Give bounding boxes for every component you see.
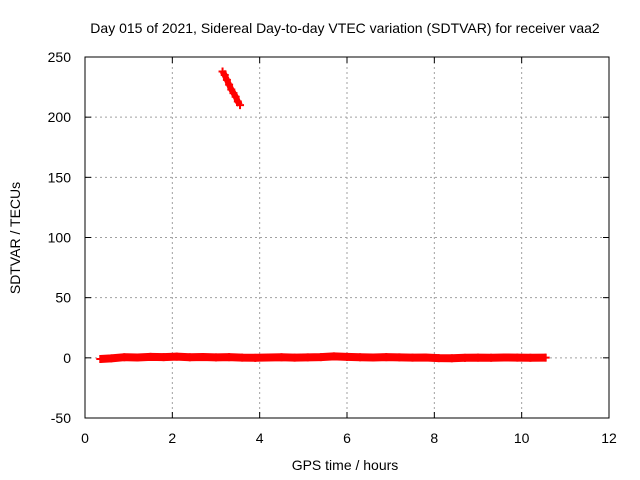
x-tick-label: 6	[343, 430, 351, 446]
x-tick-label: 0	[81, 430, 89, 446]
data-point	[236, 101, 245, 110]
data-point	[251, 353, 260, 362]
x-tick-label: 2	[168, 430, 176, 446]
x-tick-label: 12	[601, 430, 617, 446]
data-point	[107, 354, 116, 363]
data-point	[212, 353, 220, 362]
data-point	[133, 353, 142, 362]
chart-title: Day 015 of 2021, Sidereal Day-to-day VTE…	[90, 20, 600, 36]
data-point	[382, 353, 391, 362]
data-point	[198, 352, 207, 361]
data-point	[434, 354, 443, 363]
x-axis-label: GPS time / hours	[292, 457, 399, 473]
data-point	[329, 352, 338, 361]
data-point	[264, 353, 273, 362]
y-tick-label: 150	[48, 169, 72, 185]
data-point	[395, 353, 404, 362]
y-axis-ticks: -50 0 50 100 150 200 250	[48, 49, 609, 426]
y-tick-label: 250	[48, 49, 72, 65]
data-point	[513, 353, 522, 362]
x-tick-label: 8	[430, 430, 438, 446]
data-points	[96, 67, 550, 364]
data-point	[159, 353, 168, 362]
grid-lines	[85, 57, 609, 418]
data-point	[369, 353, 378, 362]
data-point	[96, 355, 105, 364]
data-point	[185, 353, 194, 362]
data-point	[120, 353, 129, 362]
data-point	[460, 353, 469, 362]
data-point	[222, 75, 231, 84]
data-point	[343, 352, 351, 361]
data-point	[225, 80, 234, 89]
data-point	[526, 353, 535, 362]
data-point	[447, 354, 456, 363]
data-point	[356, 353, 365, 362]
y-tick-label: 200	[48, 109, 72, 125]
data-point	[238, 353, 247, 362]
data-point	[500, 353, 509, 362]
y-axis-label: SDTVAR / TECUs	[7, 182, 23, 294]
data-point	[541, 353, 550, 362]
y-tick-label: -50	[51, 410, 71, 426]
data-point	[231, 92, 240, 101]
y-tick-label: 100	[48, 230, 72, 246]
data-point	[487, 353, 496, 362]
x-axis-ticks: 0 2 4 6 8 10 12	[81, 57, 617, 446]
data-point	[421, 353, 430, 362]
data-point	[225, 353, 234, 362]
data-point	[146, 352, 155, 361]
data-point	[303, 353, 312, 362]
data-point	[290, 353, 299, 362]
data-point	[277, 353, 286, 362]
data-point	[408, 353, 417, 362]
x-tick-label: 4	[256, 430, 264, 446]
data-point	[220, 71, 229, 80]
x-tick-label: 10	[514, 430, 530, 446]
y-tick-label: 0	[63, 350, 71, 366]
data-point	[316, 353, 325, 362]
data-point	[474, 353, 482, 362]
data-point	[172, 352, 181, 361]
y-tick-label: 50	[55, 290, 71, 306]
